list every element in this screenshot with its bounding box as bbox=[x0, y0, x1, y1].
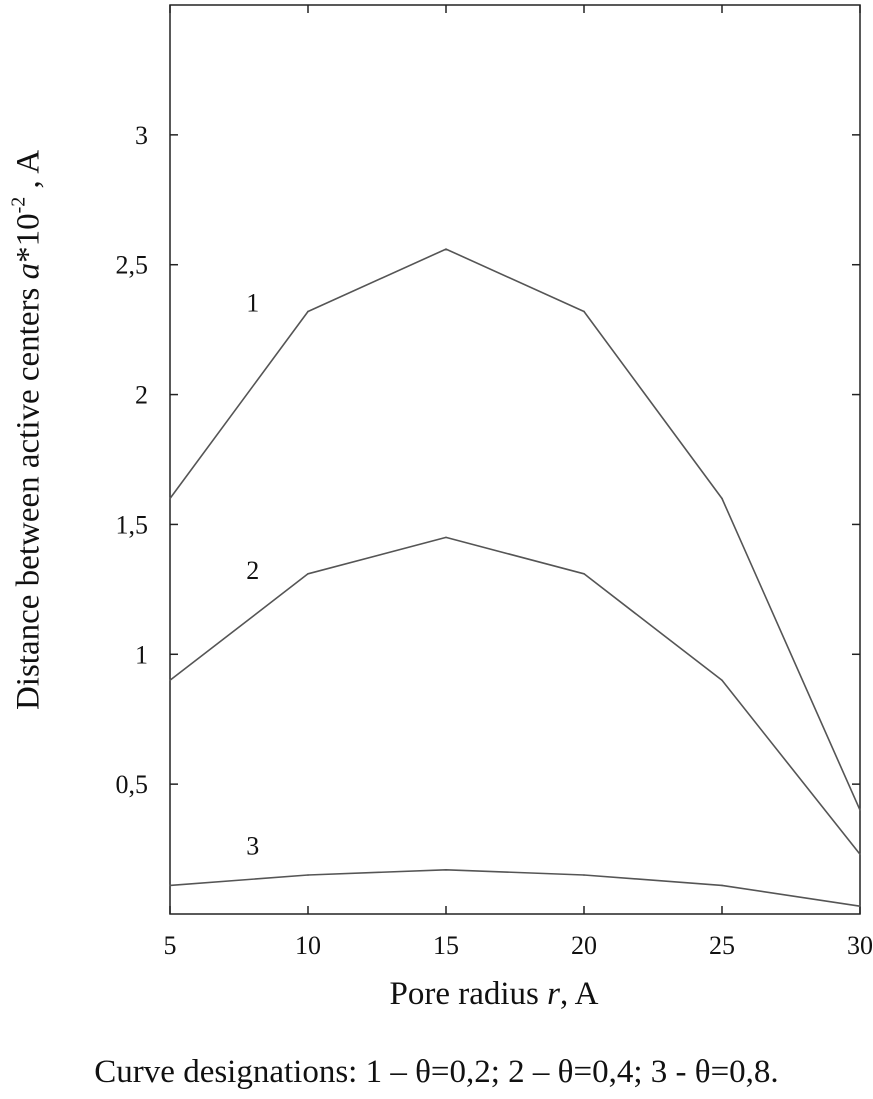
figure-caption: Curve designations: 1 – θ=0,2; 2 – θ=0,4… bbox=[94, 1054, 779, 1090]
y-tick-label: 0,5 bbox=[116, 770, 149, 799]
x-axis-title: Pore radius r, A bbox=[390, 976, 599, 1012]
series-line-1 bbox=[169, 248, 861, 811]
data-point-series-2 bbox=[721, 679, 723, 682]
data-point-series-1 bbox=[721, 497, 723, 500]
data-point-series-3 bbox=[583, 874, 585, 876]
data-point-series-3 bbox=[169, 884, 171, 887]
labels-layer: 0,5 1 1,5 2 2,5 3 5 10 15 20 25 30 1 2 3 bbox=[116, 121, 873, 960]
x-tick-label: 30 bbox=[847, 931, 873, 960]
data-point-series-2 bbox=[169, 679, 171, 682]
y-tick-label: 1 bbox=[135, 640, 148, 669]
ticks-layer bbox=[169, 5, 861, 914]
curve-label-2: 2 bbox=[246, 556, 259, 585]
x-tick-label: 10 bbox=[295, 931, 321, 960]
plot-area-frame bbox=[169, 4, 861, 915]
line-chart: 0,5 1 1,5 2 2,5 3 5 10 15 20 25 30 1 2 3 Pore radius r… bbox=[116, 4, 873, 1012]
y-tick-label: 2 bbox=[135, 381, 148, 410]
data-point-series-1 bbox=[307, 310, 309, 313]
data-point-series-1 bbox=[859, 809, 861, 811]
x-tick-label: 15 bbox=[433, 931, 459, 960]
y-tick-label: 3 bbox=[135, 121, 148, 150]
data-point-series-3 bbox=[445, 869, 447, 871]
x-tick-label: 25 bbox=[709, 931, 735, 960]
data-point-series-1 bbox=[583, 310, 585, 313]
series-line-2 bbox=[169, 536, 861, 855]
y-tick-label: 2,5 bbox=[116, 251, 149, 280]
series-line-3 bbox=[169, 868, 861, 907]
x-tick-label: 20 bbox=[571, 931, 597, 960]
data-point-series-2 bbox=[583, 572, 585, 575]
y-tick-label: 1,5 bbox=[116, 510, 149, 539]
x-tick-label: 5 bbox=[164, 931, 177, 960]
curve-label-1: 1 bbox=[246, 288, 259, 317]
curve-label-3: 3 bbox=[246, 831, 259, 860]
data-point-series-1 bbox=[445, 248, 447, 250]
data-point-series-2 bbox=[307, 572, 309, 575]
series-layer bbox=[169, 248, 861, 908]
data-point-series-3 bbox=[307, 874, 309, 876]
data-point-series-2 bbox=[445, 536, 447, 539]
data-point-series-1 bbox=[169, 497, 171, 500]
data-point-series-2 bbox=[859, 853, 861, 856]
data-point-series-3 bbox=[721, 884, 723, 887]
data-point-series-3 bbox=[859, 905, 861, 908]
